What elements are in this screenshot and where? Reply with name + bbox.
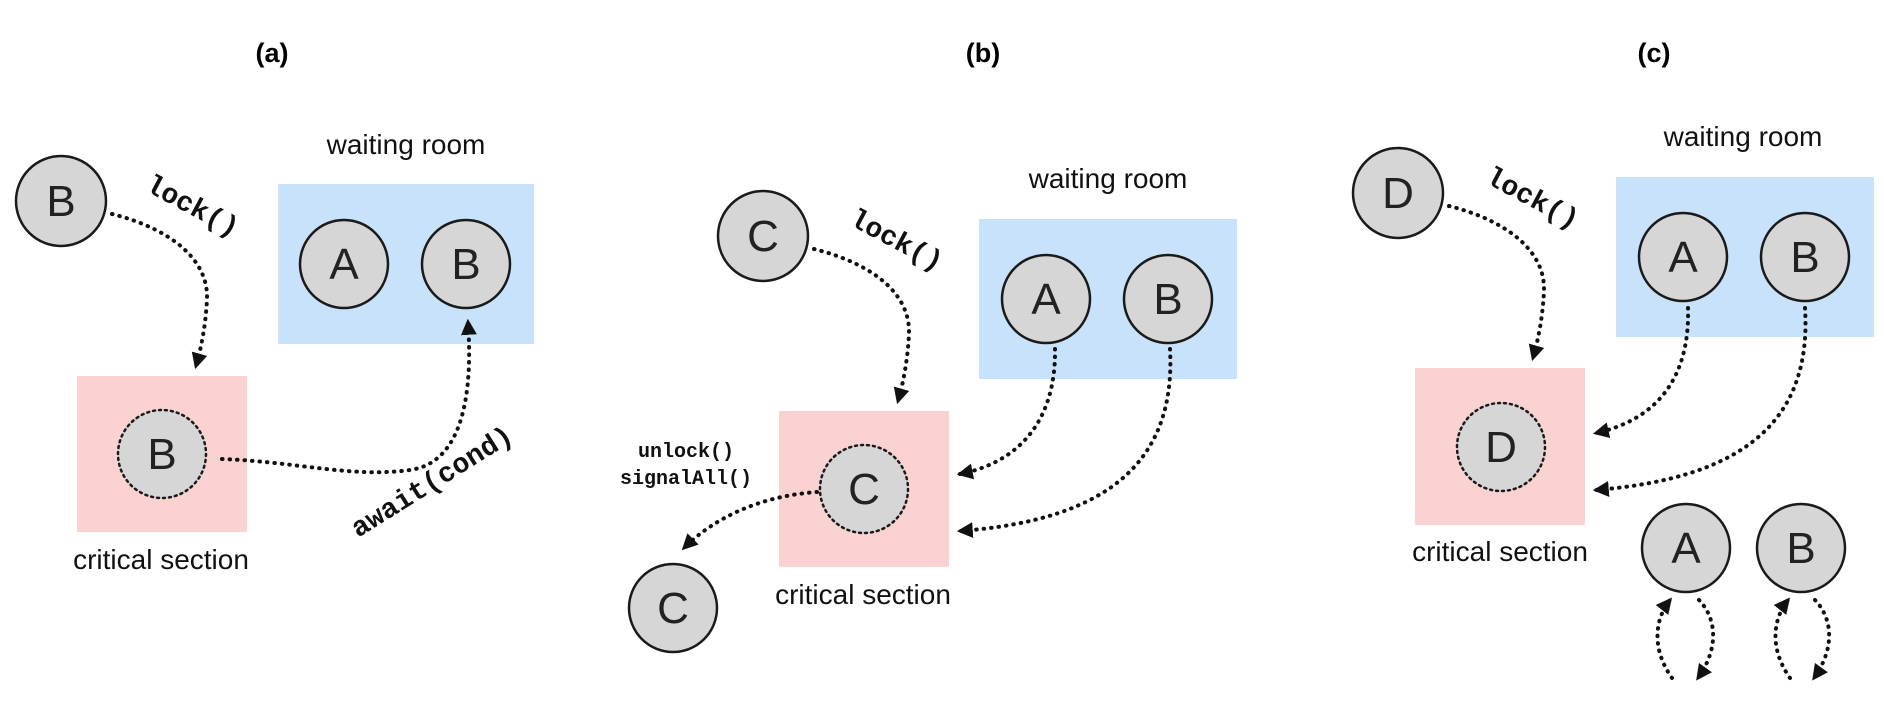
panel-c-waiting-thread-1-label: A [1668, 233, 1698, 282]
panel-c-spinning-thread-2-label: B [1786, 524, 1815, 573]
panel-b-waiting-room-label: waiting room [1028, 163, 1188, 194]
panel-a-waiting-room-label: waiting room [326, 129, 486, 160]
panel-c-critical-section-label: critical section [1412, 536, 1588, 567]
panel-c-waiting-thread-2-label: B [1790, 233, 1819, 282]
panel-c-spinning-thread-2 [1755, 502, 1847, 594]
panel-b-critical-section-label: critical section [775, 579, 951, 610]
panel-b-waiting-thread-2 [1122, 253, 1214, 345]
panel-b-lock-arrow [812, 247, 912, 405]
panel-c-lock-label: lock() [1480, 163, 1584, 238]
panel-c-spin-down-a [1696, 598, 1716, 681]
panel-c-lock-arrow [1447, 204, 1547, 362]
panel-a-critical-section-label: critical section [73, 544, 249, 575]
panel-b-lock-label: lock() [844, 205, 948, 280]
panel-b-critical-thread-label: C [848, 465, 880, 514]
panel-a-await-label: await(cond) [346, 421, 519, 545]
panel-a-lock-label: lock() [140, 171, 244, 246]
panel-b-waiting-thread-1 [1000, 253, 1092, 345]
panel-c-waiting-thread-2 [1759, 211, 1851, 303]
panel-c-spin-up-b [1773, 597, 1792, 680]
panel-c-spin-up-a [1655, 597, 1674, 680]
panel-b-thread-incoming [716, 189, 810, 283]
panel-a-waiting-thread-1-label: A [329, 240, 359, 289]
panel-c-waiting-room-label: waiting room [1663, 121, 1823, 152]
panel-c-thread-incoming-label: D [1382, 169, 1414, 218]
panel-c-spinning-thread-1 [1640, 502, 1732, 594]
panel-a-waiting-thread-2-label: B [451, 240, 480, 289]
panel-a-critical-thread [116, 408, 208, 500]
panel-a-lock-arrow [110, 212, 210, 370]
panel-a-title: (a) [256, 38, 289, 68]
panel-b-wake-arrow-a [956, 347, 1058, 480]
panel-b-exiting-thread-label: C [657, 584, 689, 633]
panel-b-critical-thread [818, 443, 910, 535]
panel-b-exiting-thread [627, 562, 719, 654]
panel-a-thread-incoming-label: B [46, 177, 75, 226]
panel-a: (a) waiting room critical section B A B … [14, 38, 534, 575]
panel-b-title: (b) [966, 38, 1000, 68]
panel-c: (c) waiting room critical section D A B … [1351, 38, 1874, 681]
panel-b-waiting-thread-1-label: A [1031, 275, 1061, 324]
panel-c-arrow-b [1592, 306, 1808, 497]
panel-c-spinning-thread-1-label: A [1671, 524, 1701, 573]
panel-c-title: (c) [1638, 38, 1671, 68]
panel-c-thread-incoming [1351, 146, 1445, 240]
panel-c-critical-thread [1455, 401, 1547, 493]
panel-a-waiting-thread-1 [298, 218, 390, 310]
panel-b-wake-arrow-b [956, 347, 1173, 539]
panel-c-critical-thread-label: D [1485, 423, 1517, 472]
panel-a-waiting-thread-2 [420, 218, 512, 310]
panel-c-arrow-a [1592, 306, 1691, 439]
panel-b-signalall-label: signalAll() [620, 468, 752, 491]
panel-c-waiting-thread-1 [1637, 211, 1729, 303]
panel-a-critical-thread-label: B [147, 430, 176, 479]
panel-b-unlock-label: unlock() [638, 441, 734, 464]
panel-b-waiting-thread-2-label: B [1153, 275, 1182, 324]
panel-a-await-arrow [220, 318, 477, 475]
panel-a-thread-incoming [14, 154, 108, 248]
panel-c-spin-down-b [1812, 598, 1832, 681]
panel-b: (b) waiting room critical section C A B … [620, 38, 1237, 654]
panel-b-thread-incoming-label: C [747, 212, 779, 261]
